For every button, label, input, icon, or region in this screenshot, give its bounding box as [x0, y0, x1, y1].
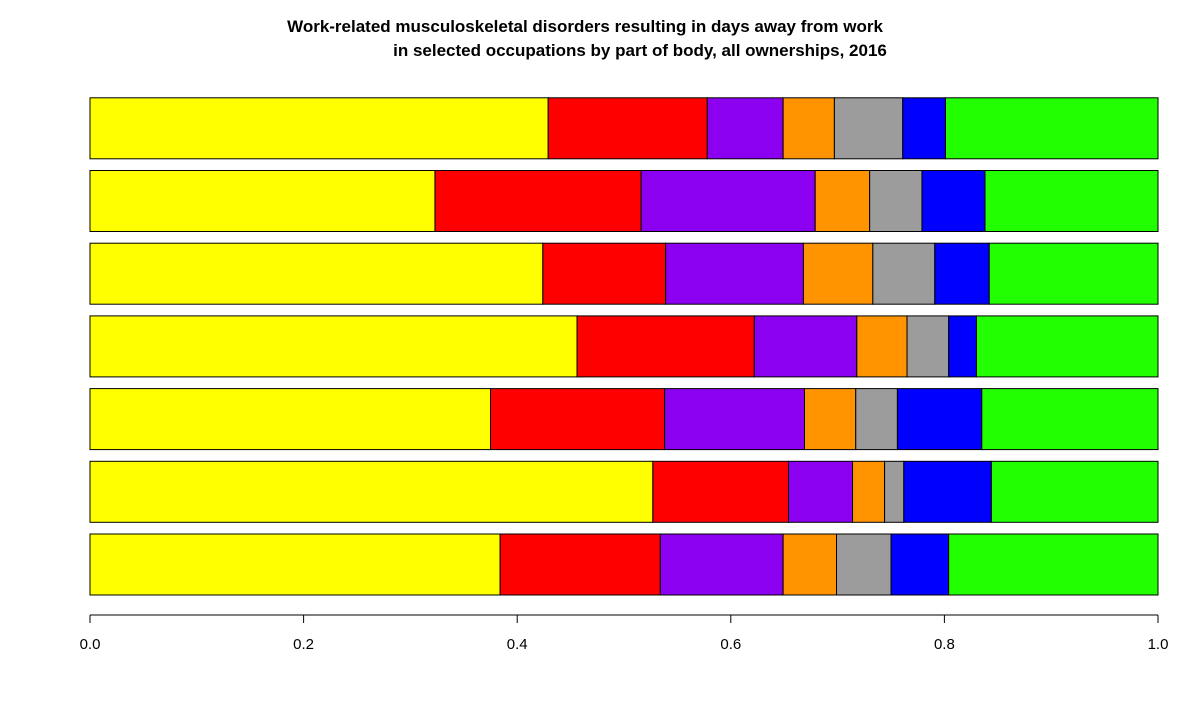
bar-segment [659, 533, 784, 596]
bar-segment [89, 242, 544, 305]
bar-segment [89, 97, 549, 160]
bar-segment [814, 170, 871, 232]
bar-segment [981, 388, 1159, 451]
x-tick-label: 0.2 [293, 636, 314, 653]
bar-segment [664, 388, 805, 451]
bar-row [89, 388, 1159, 451]
bar-segment [640, 170, 816, 232]
bar-segment [547, 97, 708, 160]
bar-segment [869, 170, 923, 232]
x-tick-label: 0.0 [80, 636, 101, 653]
bar-segment [665, 242, 804, 305]
chart-title: Work-related musculoskeletal disorders r… [287, 17, 883, 36]
bar-row [89, 97, 1159, 160]
bar-segment [833, 97, 904, 160]
bar-segment [890, 533, 950, 596]
bar-segment [782, 97, 835, 160]
bar-segment [988, 242, 1159, 305]
bar-segment [984, 170, 1159, 232]
bar-segment [652, 460, 789, 523]
x-tick-label: 0.6 [720, 636, 741, 653]
bar-segment [490, 388, 666, 451]
bar-segment [542, 242, 667, 305]
bars-layer [89, 97, 1159, 596]
bar-segment [902, 97, 946, 160]
bar-segment [499, 533, 661, 596]
bar-segment [89, 388, 491, 451]
bar-segment [872, 242, 936, 305]
bar-segment [975, 315, 1159, 378]
bar-row [89, 170, 1159, 232]
bar-segment [802, 242, 874, 305]
x-axis: 0.0 0.2 0.4 0.6 0.8 1.0 [80, 614, 1169, 653]
bar-segment [948, 533, 1159, 596]
bar-segment [856, 315, 908, 378]
bar-segment [706, 97, 784, 160]
chart-subtitle: in selected occupations by part of body,… [393, 41, 887, 60]
bar-segment [855, 388, 898, 451]
bar-segment [852, 460, 886, 523]
bar-segment [948, 315, 977, 378]
bar-segment [782, 533, 838, 596]
bar-segment [576, 315, 755, 378]
bar-segment [89, 170, 436, 232]
bar-row [89, 242, 1159, 305]
bar-segment [787, 460, 854, 523]
bar-segment [753, 315, 858, 378]
bar-row [89, 315, 1159, 378]
x-tick-label: 1.0 [1148, 636, 1169, 653]
x-tick-label: 0.8 [934, 636, 955, 653]
bar-segment [89, 460, 654, 523]
bar-segment [89, 315, 578, 378]
bar-segment [990, 460, 1159, 523]
x-tick-label: 0.4 [507, 636, 528, 653]
bar-segment [803, 388, 857, 451]
bar-segment [884, 460, 905, 523]
bar-segment [921, 170, 986, 232]
bar-segment [836, 533, 892, 596]
bar-segment [903, 460, 992, 523]
bar-segment [89, 533, 501, 596]
bar-row [89, 460, 1159, 523]
bar-segment [906, 315, 950, 378]
bar-row [89, 533, 1159, 596]
bar-segment [944, 97, 1159, 160]
bar-segment [934, 242, 990, 305]
bar-segment [434, 170, 642, 232]
bar-segment [896, 388, 983, 451]
